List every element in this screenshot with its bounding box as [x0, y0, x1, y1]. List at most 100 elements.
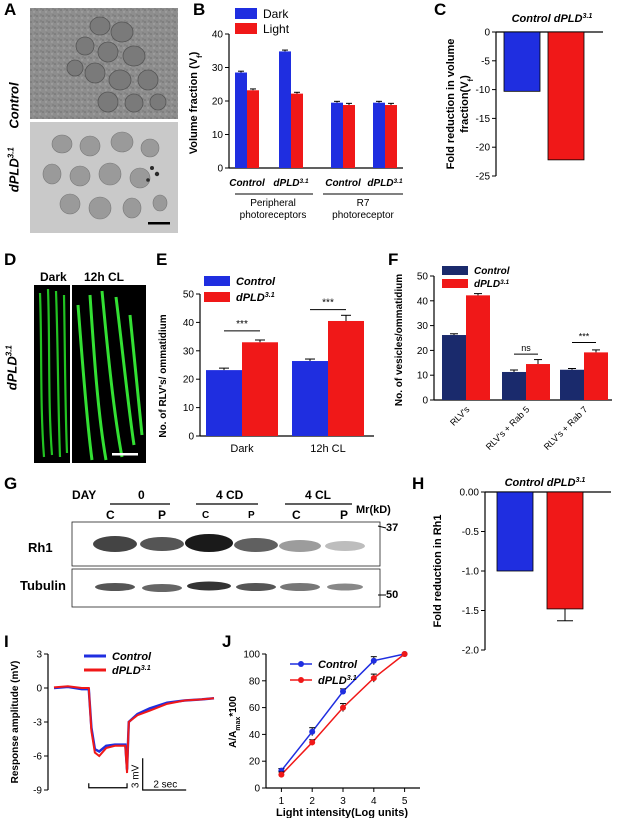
- j-legend-label: Control: [318, 659, 358, 671]
- panel-letter-f: F: [388, 250, 399, 269]
- j-xtick-label: 5: [402, 796, 408, 807]
- j-legend-label: dPLD3.1: [318, 674, 357, 687]
- j-point: [278, 771, 285, 778]
- i-ytick-label: 3: [36, 650, 42, 661]
- j-ylabel: A/Amax*100: [228, 696, 242, 748]
- f-sig-label: ***: [579, 331, 590, 341]
- c-bar-1: [547, 31, 585, 161]
- fluorescence-ommatidia: [34, 285, 146, 463]
- h-ytick-label: -1.5: [462, 606, 480, 617]
- b-bar-dark: [331, 102, 343, 168]
- i-ytick-label: -6: [33, 752, 42, 763]
- dark-ommatidia-strands: [38, 288, 69, 458]
- b-xtick-label: dPLD3.1: [273, 178, 309, 190]
- panel-letter-d: D: [4, 250, 17, 269]
- panel-d-label-cl: 12h CL: [84, 270, 125, 284]
- c-bar-0: [503, 31, 541, 92]
- blot-mw-37: 37: [386, 522, 399, 534]
- i-trace-1: [53, 685, 215, 774]
- e-bar: [206, 370, 242, 436]
- f-ytick-label: 30: [417, 321, 429, 332]
- b-xtick-label: Control: [229, 178, 265, 189]
- panel-letter-e: E: [156, 250, 168, 269]
- e-legend-swatch: [204, 292, 230, 302]
- i-legend-label: Control: [112, 651, 152, 663]
- h-title: Control dPLD3.1: [505, 476, 586, 489]
- blot-row-rh1: Rh1: [28, 540, 53, 555]
- f-bar: [502, 371, 526, 400]
- h-bar-0: [496, 491, 534, 572]
- j-ytick-label: 0: [254, 784, 260, 795]
- b-bar-dark: [279, 51, 291, 168]
- b-ytick-label: 0: [217, 164, 223, 175]
- blot-day-label: DAY: [72, 488, 97, 502]
- e-bar: [328, 320, 364, 436]
- blot-group-4cl: 4 CL: [305, 488, 332, 502]
- c-ylabel: fraction(Vf): [459, 75, 475, 133]
- c-ytick-label: -20: [476, 143, 491, 154]
- e-sig-label: ***: [322, 298, 334, 309]
- blot-lane-1: C: [106, 508, 115, 522]
- i-scale-mv: 3 mV: [130, 764, 141, 788]
- f-ytick-label: 0: [422, 396, 428, 407]
- i-stimulus-bar: [88, 783, 128, 789]
- e-ytick-label: 10: [183, 403, 195, 414]
- e-xtick-label: 12h CL: [310, 443, 345, 455]
- panel-a-images: [30, 8, 178, 233]
- h-bar-1: [546, 491, 584, 610]
- h-ylabel: Fold reduction in Rh1: [432, 514, 444, 627]
- i-ytick-label: 0: [36, 684, 42, 695]
- chart-b-volume-fraction: 0 10 20 30 40 Volume fraction (Vf) Control dPLD…: [188, 8, 403, 221]
- chart-h-fold-reduction-rh1: 0.00 -0.5 -1.0 -1.5 -2.0 Control dPLD3.1 Fold …: [432, 476, 611, 657]
- f-ytick-label: 40: [417, 296, 429, 307]
- blot-group-0: 0: [138, 488, 145, 502]
- e-legend-label: Control: [236, 276, 276, 288]
- j-point: [340, 688, 346, 695]
- e-sig-label: ***: [236, 319, 248, 330]
- j-line-0: [280, 653, 405, 772]
- b-bar-light: [291, 93, 303, 168]
- panel-a-label-dpld: dPLD3.1: [6, 147, 22, 193]
- f-xtick-label: RLV's + Rab 5: [484, 404, 532, 452]
- f-bar: [466, 295, 490, 400]
- f-bar: [442, 335, 466, 400]
- b-ylabel: Volume fraction (Vf): [188, 51, 204, 154]
- c-title: Control dPLD3.1: [512, 12, 593, 25]
- b-ytick-label: 30: [212, 63, 224, 74]
- b-ytick-label: 40: [212, 30, 224, 41]
- c-ylabel: Fold reduction in volume: [445, 39, 457, 170]
- h-ytick-label: -2.0: [462, 646, 480, 657]
- j-line-1: [280, 653, 406, 776]
- j-point: [340, 704, 346, 711]
- scale-bar-a: [148, 222, 170, 225]
- f-legend-label: dPLD3.1: [474, 279, 510, 291]
- blot-row-tubulin: Tubulin: [20, 578, 66, 593]
- i-scale-sec: 2 sec: [153, 779, 177, 790]
- b-group-label: Peripheral: [250, 198, 296, 209]
- j-ytick-label: 40: [249, 730, 261, 741]
- blot-mr-label: Mr(kD): [356, 504, 391, 516]
- j-xtick-label: 1: [279, 796, 285, 807]
- blot-graphics: [71, 503, 387, 608]
- panel-d-images: [34, 285, 146, 463]
- b-group-label: photoreceptors: [240, 210, 307, 221]
- c-ytick-label: -25: [476, 172, 491, 183]
- e-bar: [242, 342, 278, 436]
- j-xtick-label: 3: [340, 796, 346, 807]
- b-bar-light: [343, 105, 355, 168]
- f-legend-swatch: [442, 266, 468, 275]
- f-legend-label: Control: [474, 266, 510, 277]
- j-legend-marker: [298, 677, 304, 683]
- c-ytick-label: -10: [476, 85, 491, 96]
- f-ytick-label: 50: [417, 272, 429, 283]
- b-xtick-label: Control: [325, 178, 361, 189]
- panel-letter-h: H: [412, 474, 425, 493]
- panel-letter-j: J: [222, 632, 232, 651]
- b-legend-label: Light: [263, 22, 290, 36]
- b-legend-swatch-dark: [235, 8, 257, 19]
- i-scale-bar: [142, 758, 187, 791]
- j-ytick-label: 80: [249, 676, 261, 687]
- chart-e-rlv-count: 0 10 20 30 40 50 No. of RLV's/ ommatidium Dark *…: [158, 276, 374, 455]
- b-bar-light: [247, 90, 259, 168]
- f-xtick-label: RLV's: [448, 404, 472, 428]
